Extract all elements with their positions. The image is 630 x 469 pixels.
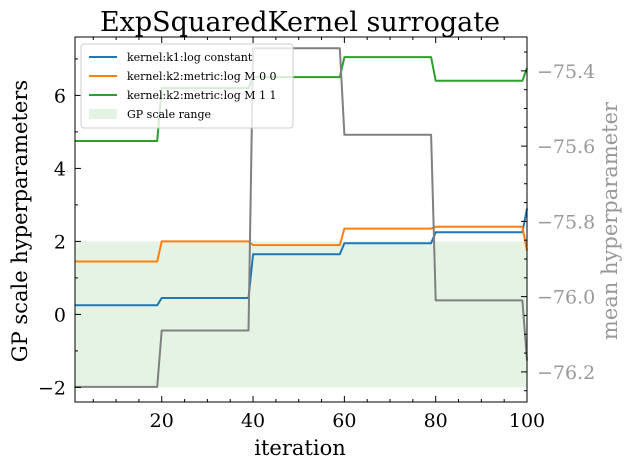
x-tick-label: 60 xyxy=(332,410,356,432)
legend-swatch-band xyxy=(89,109,117,119)
legend-box xyxy=(80,43,294,129)
y-tick-label-left: 4 xyxy=(54,158,66,180)
y-axis-label-right: mean hyperparameter xyxy=(598,101,622,340)
y-tick-label-left: 6 xyxy=(54,85,66,107)
legend-label: kernel:k1:log constant xyxy=(127,51,253,64)
series-line-2 xyxy=(75,225,528,263)
y-tick-label-right: −75.8 xyxy=(537,211,595,233)
x-tick-label: 40 xyxy=(241,410,265,432)
x-tick-label: 100 xyxy=(509,410,545,432)
series-line-4 xyxy=(75,47,528,388)
series-line-1 xyxy=(75,208,528,307)
legend-label: kernel:k2:metric:log M 0 0 xyxy=(127,70,277,83)
y-tick-label-right: −76.2 xyxy=(537,362,595,384)
x-tick-label: 80 xyxy=(424,410,448,432)
shaded-band xyxy=(75,241,527,388)
y-tick-label-right: −76.0 xyxy=(537,287,595,309)
y-axis-label-left: GP scale hyperparameters xyxy=(8,80,32,362)
y-tick-label-right: −75.4 xyxy=(537,61,595,83)
plot-frame xyxy=(74,36,528,403)
x-tick-label: 20 xyxy=(150,410,174,432)
legend: kernel:k1:log constant kernel:k2:metric:l… xyxy=(80,43,294,129)
y-tick-label-left: −2 xyxy=(38,377,66,399)
legend-label: kernel:k2:metric:log M 1 1 xyxy=(127,89,277,102)
x-axis-label: iteration xyxy=(254,436,345,460)
legend-label-band: GP scale range xyxy=(127,108,211,121)
chart-title: ExpSquaredKernel surrogate xyxy=(100,7,500,38)
y-tick-label-left: 0 xyxy=(54,304,66,326)
y-tick-label-right: −75.6 xyxy=(537,136,595,158)
y-tick-label-left: 2 xyxy=(54,231,66,253)
